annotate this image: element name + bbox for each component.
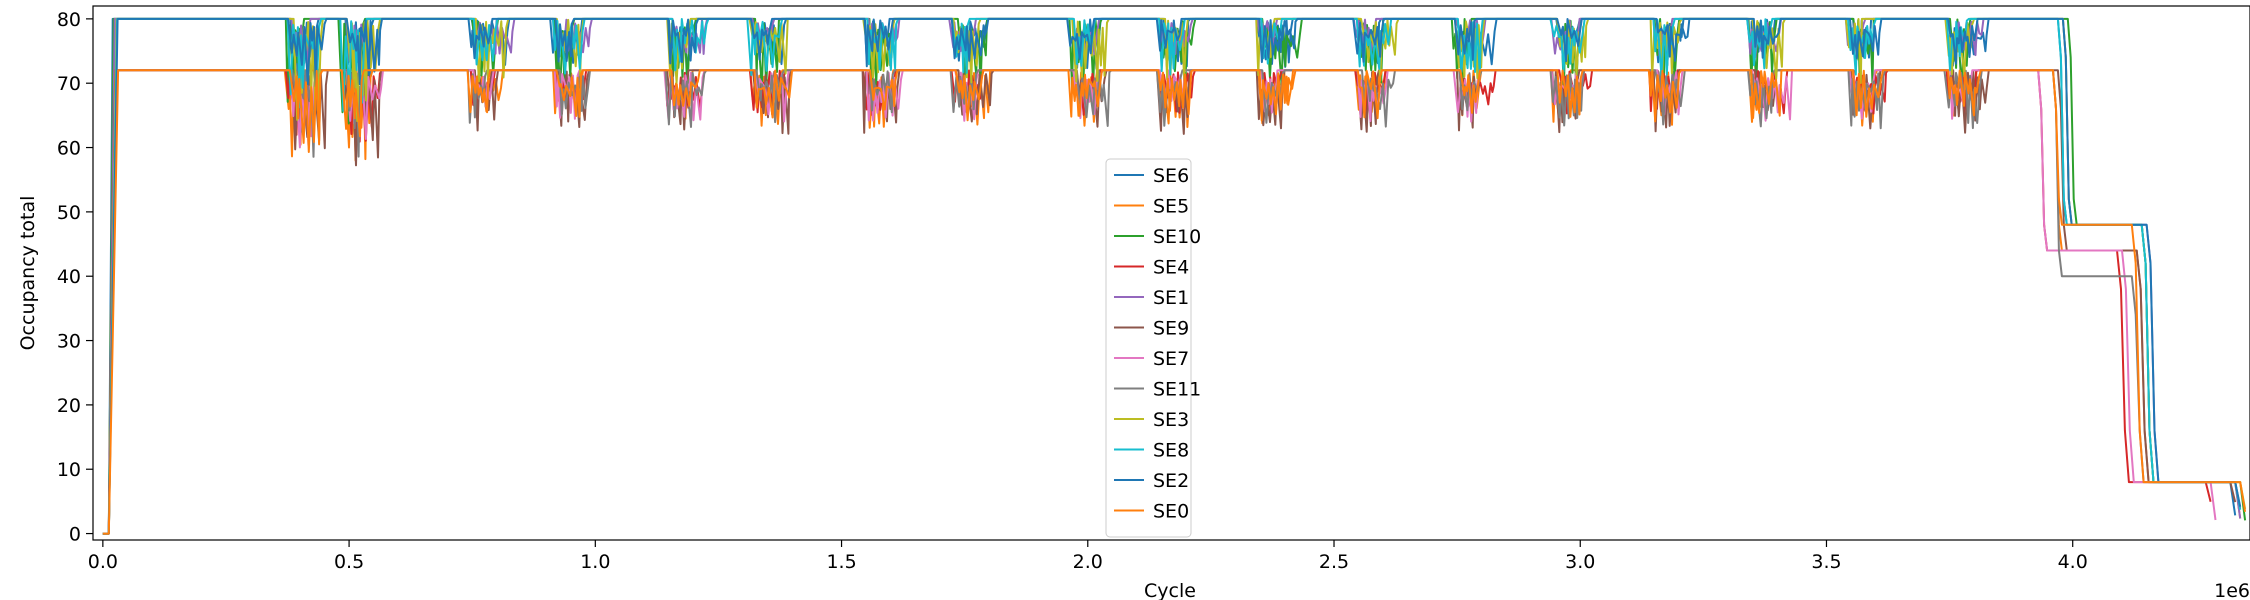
y-axis-ticks: 0 10 20 30 40 50 60 70 80 [57,9,93,546]
y-tick-label: 40 [57,266,81,288]
x-tick-label: 3.5 [1811,551,1841,573]
y-tick-label: 10 [57,459,81,481]
legend-label-se11: SE11 [1153,379,1201,401]
legend-label-se10: SE10 [1153,226,1201,248]
y-tick-label: 60 [57,138,81,160]
legend-label-se1: SE1 [1153,287,1189,309]
legend-label-se5: SE5 [1153,196,1189,218]
y-tick-label: 80 [57,9,81,31]
series-line-se0 [102,69,2247,535]
legend-label-se2: SE2 [1153,470,1189,492]
x-tick-label: 0.0 [88,551,118,573]
y-tick-label: 30 [57,331,81,353]
y-tick-label: 70 [57,73,81,95]
x-axis-title: Cycle [1144,580,1196,600]
legend-label-se6: SE6 [1153,165,1189,187]
x-axis-offset-label: 1e6 [2214,580,2250,600]
y-tick-label: 50 [57,202,81,224]
x-tick-label: 2.0 [1073,551,1103,573]
legend-box [1105,158,1192,538]
legend-label-se7: SE7 [1153,348,1189,370]
legend-label-se4: SE4 [1153,257,1189,279]
x-tick-label: 2.5 [1319,551,1349,573]
legend-label-se8: SE8 [1153,440,1189,462]
y-tick-label: 0 [69,524,81,546]
series-lines [102,17,2247,535]
y-tick-label: 20 [57,395,81,417]
plot-frame [92,5,2250,541]
y-axis-title: Occupancy total [17,196,39,351]
x-tick-label: 1.0 [580,551,610,573]
legend: SE6 SE5 SE10 SE4 SE1 SE9 SE7 SE11 SE3 SE8 SE2 SE0 [1105,158,1201,538]
x-tick-label: 1.5 [826,551,856,573]
legend-label-se9: SE9 [1153,318,1189,340]
x-axis-ticks: 0.0 0.5 1.0 1.5 2.0 2.5 3.0 3.5 4.0 [88,540,2088,573]
x-tick-label: 3.0 [1565,551,1595,573]
x-tick-label: 0.5 [334,551,364,573]
legend-label-se0: SE0 [1153,501,1189,523]
series-line-se2 [102,17,2242,535]
x-tick-label: 4.0 [2058,551,2088,573]
legend-label-se3: SE3 [1153,409,1189,431]
